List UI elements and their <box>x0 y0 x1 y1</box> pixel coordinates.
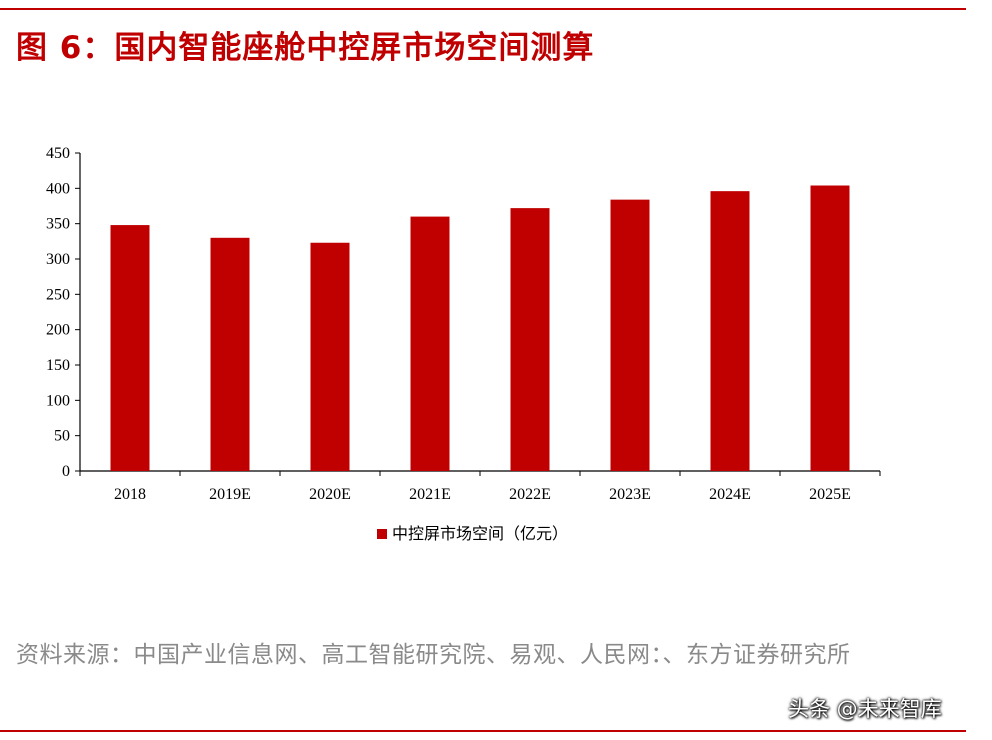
watermark: 头条 @未来智库 <box>788 697 942 721</box>
bar-2018 <box>110 225 150 471</box>
bar-2021e <box>410 216 450 471</box>
y-tick-label: 250 <box>46 286 70 303</box>
source-note: 资料来源：中国产业信息网、高工智能研究院、易观、人民网：、东方证券研究所 <box>16 642 851 668</box>
bar-2019e <box>210 237 250 471</box>
y-tick-label: 400 <box>46 180 70 197</box>
y-tick-label: 0 <box>62 463 70 480</box>
y-tick-label: 350 <box>46 216 70 233</box>
y-tick-label: 300 <box>46 251 70 268</box>
bottom-divider <box>0 730 966 732</box>
bar-2022e <box>510 208 550 471</box>
y-tick-label: 50 <box>54 428 70 445</box>
top-divider <box>0 8 966 10</box>
y-tick-label: 450 <box>46 145 70 162</box>
bar-2024e <box>710 191 750 471</box>
x-tick-label: 2025E <box>809 486 851 503</box>
x-tick-label: 2020E <box>309 486 351 503</box>
legend-label: 中控屏市场空间（亿元） <box>392 524 568 543</box>
x-tick-label: 2021E <box>409 486 451 503</box>
y-tick-label: 200 <box>46 322 70 339</box>
x-tick-label: 2018 <box>114 486 146 503</box>
legend-swatch <box>377 529 387 539</box>
bar-2023e <box>610 199 650 471</box>
bar-2020e <box>310 242 350 471</box>
figure-title: 图 6：国内智能座舱中控屏市场空间测算 <box>16 30 595 66</box>
x-tick-label: 2022E <box>509 486 551 503</box>
y-tick-label: 150 <box>46 357 70 374</box>
bar-chart: 0 50 100 150 200 250 300 350 400 450 2018 2019E 2020… <box>46 145 881 543</box>
bar-2025e <box>810 185 850 472</box>
x-tick-label: 2023E <box>609 486 651 503</box>
y-tick-label: 100 <box>46 392 70 409</box>
x-tick-label: 2024E <box>709 486 751 503</box>
x-tick-label: 2019E <box>209 486 251 503</box>
